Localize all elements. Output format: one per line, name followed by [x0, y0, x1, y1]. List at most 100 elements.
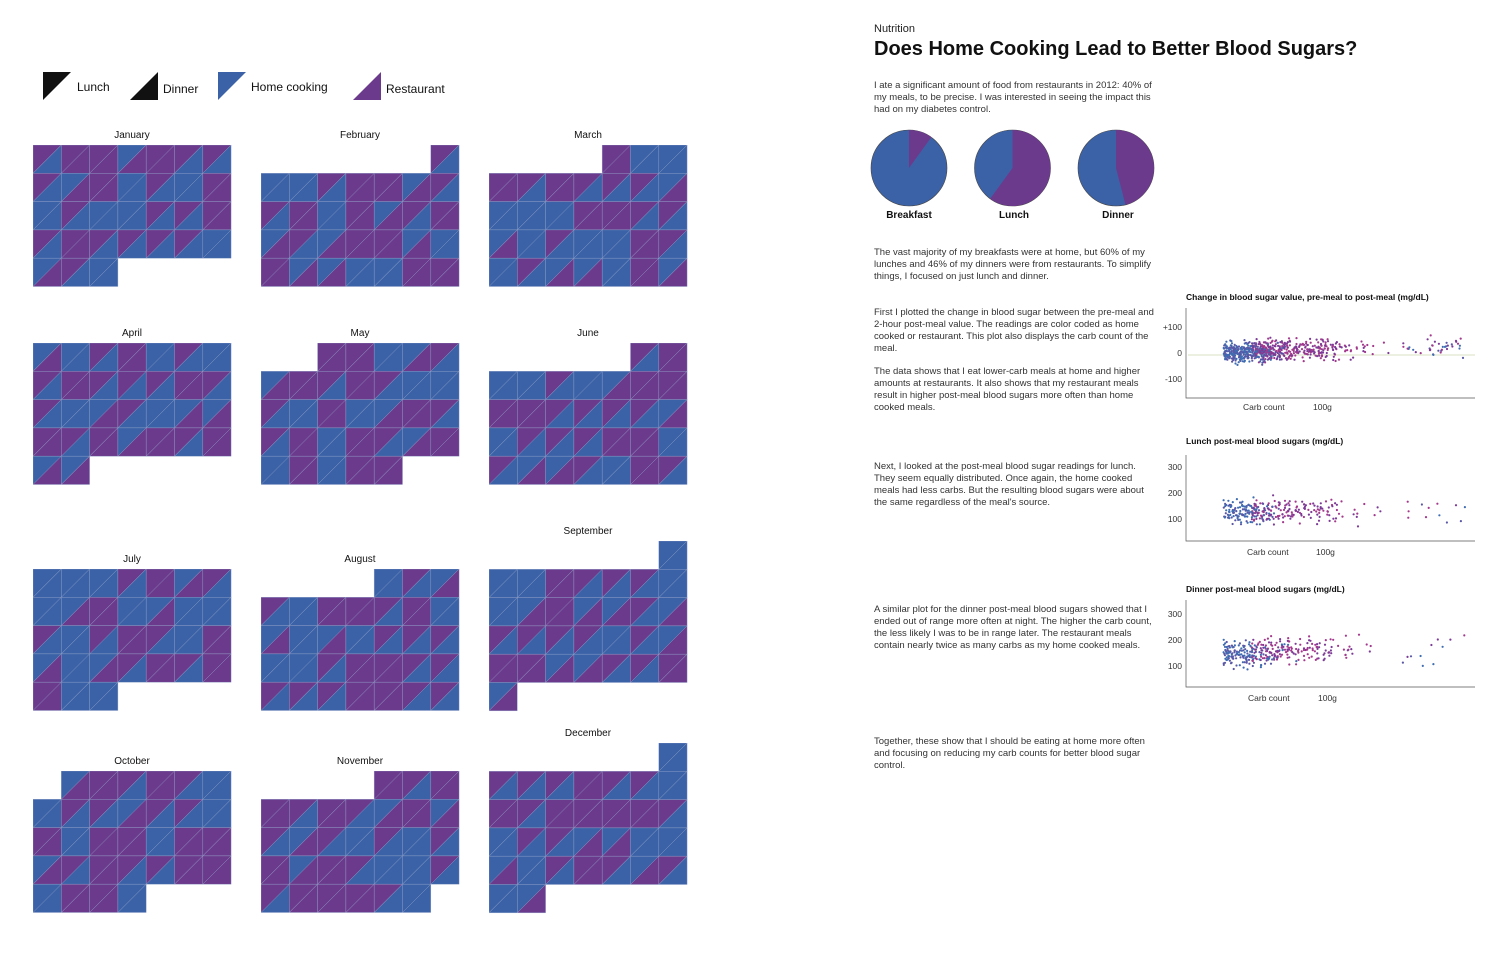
- scatter-point-restaurant: [1340, 500, 1343, 503]
- scatter-point-home: [1227, 499, 1230, 502]
- scatter-point-restaurant: [1306, 653, 1309, 656]
- scatter-point-restaurant: [1315, 510, 1318, 513]
- scatter-point-home: [1248, 512, 1251, 515]
- month-calendar-november: [261, 771, 460, 913]
- scatter-point-restaurant: [1269, 651, 1272, 654]
- scatter-point-home: [1253, 508, 1256, 511]
- scatter-point-home: [1247, 643, 1251, 646]
- scatter-point-restaurant: [1260, 515, 1264, 518]
- legend-home-label: Home cooking: [251, 80, 328, 94]
- scatter-point-restaurant: [1304, 346, 1307, 349]
- scatter-point-home: [1231, 646, 1234, 649]
- scatter-point-home: [1257, 505, 1260, 509]
- month-calendar-june: [489, 343, 688, 485]
- day-dinner-cell: [402, 883, 432, 913]
- scatter-point-restaurant: [1316, 508, 1319, 511]
- scatter-point-home: [1238, 358, 1241, 361]
- scatter-point-restaurant: [1274, 650, 1278, 653]
- scatter-point-restaurant: [1266, 344, 1269, 347]
- scatter-point-home: [1248, 662, 1251, 665]
- scatter-point-restaurant: [1272, 517, 1275, 520]
- scatter-point-restaurant: [1342, 648, 1345, 651]
- scatter-point-home: [1412, 348, 1415, 351]
- scatter-point-restaurant: [1288, 640, 1291, 643]
- scatter-point-restaurant: [1440, 348, 1443, 351]
- scatter-point-restaurant: [1345, 656, 1348, 659]
- triangle-restaurant-icon: [353, 72, 381, 100]
- scatter-point-restaurant: [1266, 517, 1269, 520]
- month-title-september: September: [563, 525, 613, 537]
- scatter-point-restaurant: [1260, 651, 1263, 654]
- scatter-point-restaurant: [1333, 352, 1336, 355]
- scatter-point-restaurant: [1324, 639, 1327, 642]
- scatter-point-restaurant: [1285, 503, 1288, 506]
- scatter-point-restaurant: [1454, 339, 1458, 342]
- month-calendar-february: [261, 145, 460, 287]
- scatter-point-home: [1235, 657, 1238, 660]
- scatter-point-restaurant: [1288, 344, 1291, 347]
- scatter-axes: [1185, 455, 1475, 542]
- scatter-point-restaurant: [1264, 644, 1267, 647]
- change-ytick-zero: 0: [1177, 348, 1182, 358]
- scatter-point-restaurant: [1316, 513, 1319, 516]
- dinner-scatter-plot: [1185, 600, 1475, 688]
- scatter-point-restaurant: [1256, 643, 1259, 646]
- scatter-point-restaurant: [1313, 504, 1316, 507]
- scatter-point-restaurant: [1286, 656, 1289, 659]
- scatter-point-restaurant: [1261, 352, 1264, 355]
- lunch-ytick-300: 300: [1167, 462, 1182, 472]
- scatter-point-restaurant: [1329, 649, 1332, 652]
- scatter-point-home: [1420, 503, 1423, 506]
- scatter-point-home: [1232, 350, 1235, 354]
- scatter-point-home: [1458, 344, 1461, 347]
- scatter-point-restaurant: [1263, 345, 1266, 348]
- lunch-chart-title: Lunch post-meal blood sugars (mg/dL): [1186, 436, 1344, 446]
- scatter-point-home: [1234, 519, 1237, 522]
- scatter-point-home: [1276, 341, 1279, 344]
- scatter-point-home: [1276, 355, 1279, 358]
- scatter-point-restaurant: [1309, 337, 1312, 340]
- scatter-point-home: [1272, 512, 1276, 515]
- month-title-may: May: [350, 328, 370, 339]
- scatter-point-restaurant: [1352, 513, 1355, 516]
- scatter-point-restaurant: [1309, 502, 1312, 505]
- scatter-point-restaurant: [1258, 340, 1261, 344]
- scatter-point-restaurant: [1269, 336, 1272, 339]
- scatter-point-home: [1250, 516, 1253, 519]
- day-dinner-cell: [430, 855, 460, 885]
- month-title-november: November: [336, 756, 384, 767]
- scatter-point-restaurant: [1270, 641, 1273, 644]
- scatter-point-restaurant: [1428, 349, 1432, 352]
- scatter-point-restaurant: [1309, 639, 1312, 642]
- scatter-point-home: [1459, 520, 1462, 523]
- scatter-point-restaurant: [1310, 655, 1313, 658]
- scatter-point-restaurant: [1321, 507, 1324, 510]
- scatter-point-restaurant: [1337, 512, 1341, 515]
- scatter-point-home: [1235, 357, 1238, 360]
- scatter-point-restaurant: [1265, 351, 1268, 354]
- scatter-point-home: [1262, 502, 1265, 505]
- scatter-point-restaurant: [1295, 342, 1298, 346]
- scatter-point-home: [1267, 658, 1270, 661]
- scatter-point-home: [1259, 358, 1263, 361]
- intro-paragraph: I ate a significant amount of food from …: [874, 80, 1152, 115]
- scatter-point-home: [1238, 518, 1241, 521]
- scatter-point-restaurant: [1286, 344, 1289, 347]
- scatter-point-home: [1238, 512, 1241, 515]
- scatter-point-home: [1232, 515, 1235, 518]
- scatter-point-home: [1259, 360, 1262, 363]
- scatter-point-restaurant: [1294, 642, 1297, 645]
- scatter-point-restaurant: [1288, 500, 1291, 503]
- scatter-point-restaurant: [1320, 351, 1323, 354]
- scatter-point-restaurant: [1312, 350, 1315, 353]
- scatter-point-home: [1240, 653, 1243, 656]
- scatter-point-restaurant: [1344, 634, 1347, 637]
- scatter-point-restaurant: [1254, 657, 1257, 660]
- scatter-point-home: [1262, 514, 1266, 517]
- scatter-point-home: [1249, 353, 1252, 357]
- scatter-point-home: [1230, 516, 1233, 519]
- lunch-ytick-200: 200: [1167, 488, 1182, 498]
- scatter-point-restaurant: [1326, 510, 1329, 513]
- scatter-point-restaurant: [1288, 646, 1291, 649]
- dinner-ytick-100: 100: [1167, 661, 1182, 671]
